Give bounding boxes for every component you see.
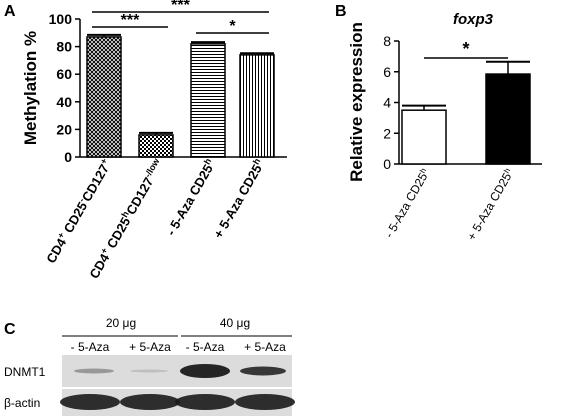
bar — [86, 36, 122, 158]
y-tick-label: 20 — [56, 121, 72, 137]
panel-c-label: C — [4, 321, 16, 338]
y-tick-label: 0 — [64, 149, 72, 165]
y-tick-label: 60 — [56, 66, 72, 82]
y-axis-title: Relative expression — [347, 22, 366, 182]
y-tick-label: 40 — [56, 94, 72, 110]
significance-label: * — [229, 18, 236, 35]
dnmt1-band — [180, 364, 230, 378]
bar — [239, 54, 275, 158]
bar — [401, 109, 447, 165]
significance-label: *** — [171, 0, 190, 14]
bar — [485, 73, 531, 165]
panel-c-western-blot: 20 μg 40 μg - 5-Aza + 5-Aza - 5-Aza + 5-Aza DN… — [4, 316, 295, 416]
beta-actin-band — [60, 394, 120, 410]
y-tick-label: 80 — [56, 39, 72, 55]
chart-title: foxp3 — [453, 11, 494, 28]
x-tick-label: + 5-Aza CD25h — [464, 166, 517, 243]
beta-actin-band — [175, 394, 235, 410]
panel-a-label: A — [4, 3, 16, 20]
x-tick-label: - 5-Aza CD25h — [381, 166, 432, 240]
lane-label: - 5-Aza — [186, 340, 225, 354]
dnmt1-band — [130, 369, 168, 373]
y-tick-label: 0 — [383, 156, 391, 172]
x-tick-label: - 5-Aza CD25h — [162, 157, 218, 239]
y-tick-label: 2 — [383, 125, 391, 141]
dnmt1-band — [74, 368, 114, 374]
beta-actin-band — [235, 394, 295, 410]
significance-label: *** — [121, 12, 140, 29]
panel-b-label: B — [335, 3, 347, 20]
group-label: 20 μg — [106, 316, 136, 330]
y-tick-label: 6 — [383, 64, 391, 80]
y-tick-label: 4 — [383, 95, 391, 111]
row-label-dnmt1: DNMT1 — [4, 365, 46, 379]
x-tick-label: + 5-Aza CD25h — [210, 157, 268, 241]
bar — [190, 43, 226, 158]
group-label: 40 μg — [220, 316, 250, 330]
lane-label: + 5-Aza — [129, 340, 171, 354]
y-tick-label: 100 — [49, 11, 73, 27]
beta-actin-band — [120, 394, 180, 410]
panel-b-chart: foxp3 0 2 4 6 8 Relative expression * - 5-Aza CD… — [347, 11, 542, 243]
dnmt1-band — [240, 366, 286, 376]
lane-label: - 5-Aza — [71, 340, 110, 354]
bar — [138, 134, 174, 158]
y-axis-title: Methylation % — [21, 31, 40, 145]
lane-label: + 5-Aza — [244, 340, 286, 354]
row-label-beta-actin: β-actin — [4, 396, 40, 410]
significance-label: * — [462, 39, 469, 59]
y-tick-label: 8 — [383, 33, 391, 49]
